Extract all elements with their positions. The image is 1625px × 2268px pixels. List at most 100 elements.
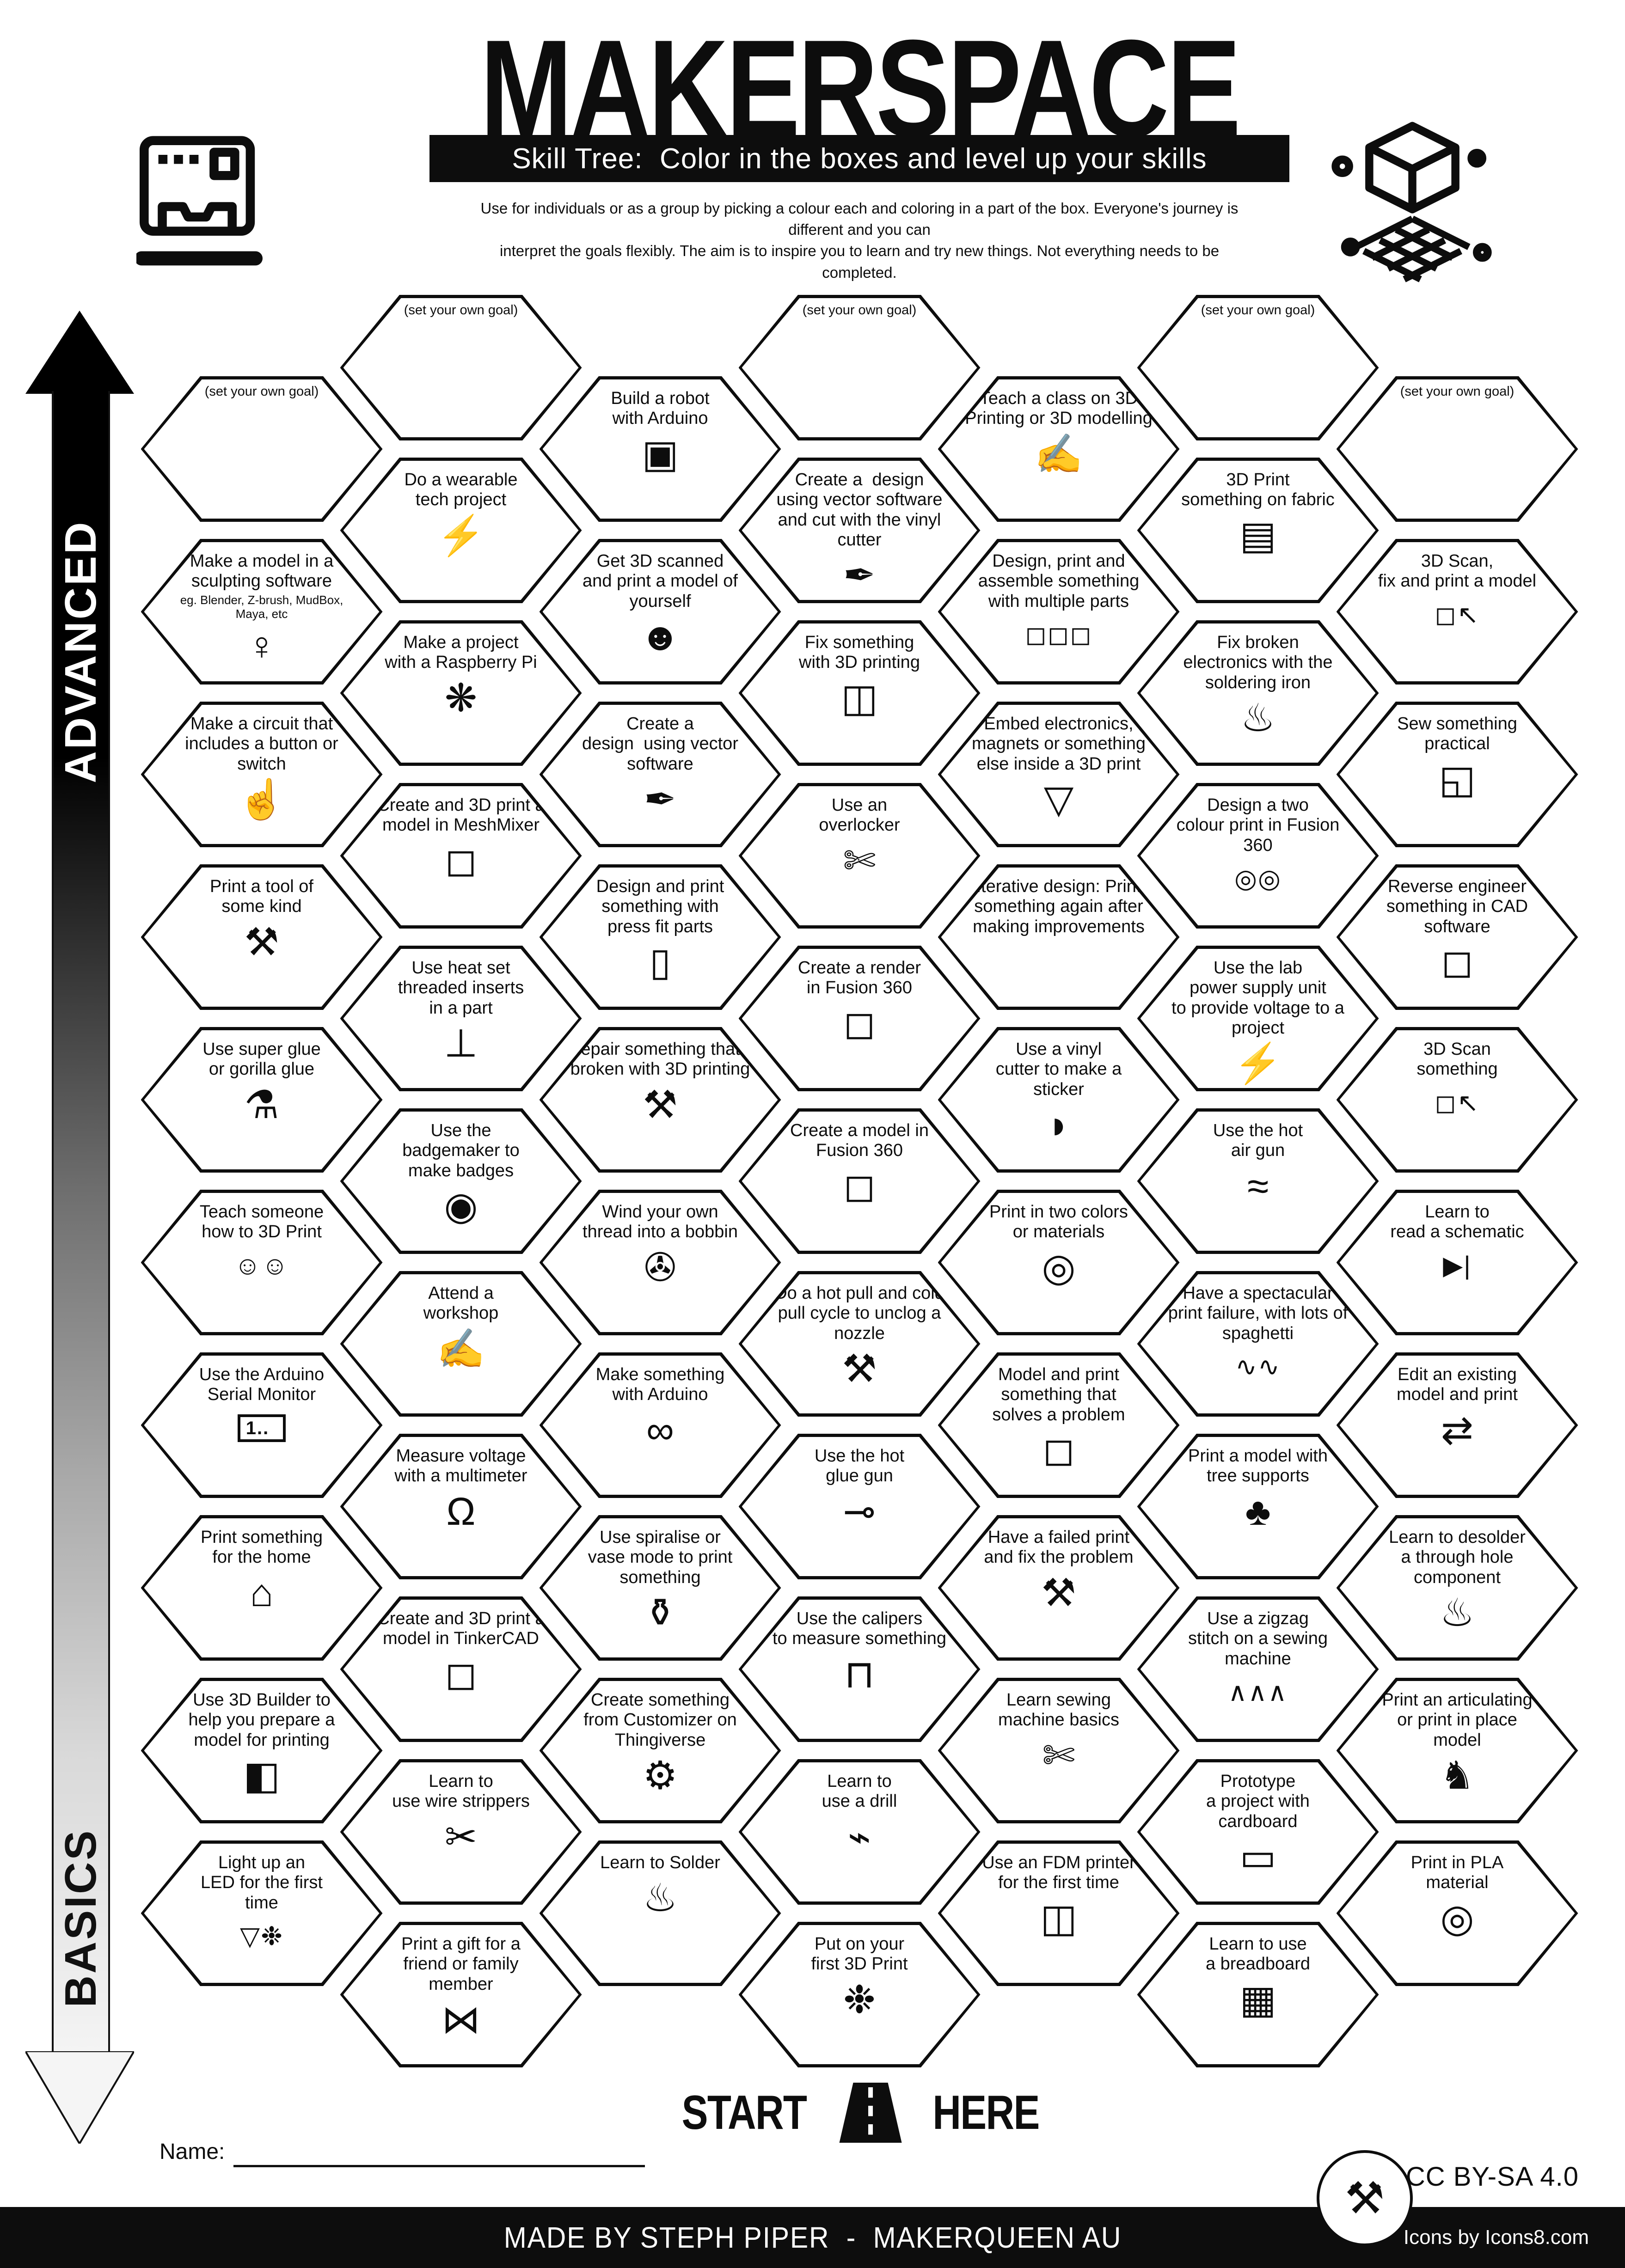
hex-fill — [1339, 1356, 1575, 1495]
hex-label: Teach someone how to 3D Print — [199, 1202, 324, 1242]
hex-cell: Teach someone how to 3D Print ☺☺ — [141, 1190, 383, 1335]
tree-icon: ♣ — [1245, 1489, 1271, 1533]
hex-cell: Learn to read a schematic ▶| — [1336, 1190, 1578, 1335]
hex-fill — [1140, 949, 1376, 1088]
hex-cell: Edit an existing model and print ⇄ — [1336, 1352, 1578, 1498]
hex-cell: Design and print something with press fi… — [539, 864, 781, 1010]
hex-cell: Make something with Arduino ∞ — [539, 1352, 781, 1498]
hex-fill — [941, 542, 1177, 681]
hex-cell: 3D Scan, fix and print a model ◻↖ — [1336, 539, 1578, 685]
swap-arrows-icon: ⇄ — [1441, 1408, 1474, 1452]
hex-fill — [144, 705, 380, 844]
filament-spool-icon: ◎ — [1440, 1896, 1474, 1940]
hot-air-icon: ≈ — [1247, 1164, 1269, 1208]
hex-cell: (set your own goal) — [1336, 376, 1578, 522]
hex-label: Design and print something with press fi… — [596, 877, 724, 936]
hex-fill — [1140, 786, 1376, 925]
hex-fill — [1339, 379, 1575, 519]
hex-cell: 3D Scan something ◻↖ — [1336, 1027, 1578, 1173]
hex-label: Use super glue or gorilla glue — [202, 1039, 321, 1079]
filament-spools-icon: ◎◎ — [1234, 863, 1282, 893]
hex-fill — [1339, 1193, 1575, 1332]
goal-label: (set your own goal) — [1201, 303, 1315, 318]
arrow-up-icon — [25, 311, 134, 394]
hex-cell: Teach a class on 3D Printing or 3D model… — [938, 376, 1180, 522]
robot-icon: ▣ — [642, 432, 679, 476]
gear-icon: ⚙ — [643, 1753, 678, 1797]
here-label: HERE — [932, 2085, 1040, 2140]
screwdriver-wrench-icon: ⚒ — [643, 1082, 678, 1126]
hex-fill — [144, 868, 380, 1007]
hex-cell: 3D Print something on fabric ▤ — [1137, 458, 1379, 603]
hex-fill — [343, 624, 579, 763]
hex-fill — [542, 868, 778, 1007]
hex-cell: Make a circuit that includes a button or… — [141, 702, 383, 847]
hex-fill — [343, 1274, 579, 1413]
hex-label: Design a two colour print in Fusion 360 — [1176, 795, 1340, 855]
hex-cell: Print a tool of some kind ⚒ — [141, 864, 383, 1010]
hex-cell: (set your own goal) — [141, 376, 383, 522]
hex-label: Learn to use a breadboard — [1205, 1934, 1311, 1974]
party-popper-icon: ❉ — [843, 1977, 876, 2021]
hex-cell: Design a two colour print in Fusion 360 ◎… — [1137, 783, 1379, 929]
hex-cell: Use an FDM printer for the first time ◫ — [938, 1840, 1180, 1986]
sticker-icon: ◗ — [1047, 1102, 1071, 1146]
hex-cell: Use an overlocker ✄ — [738, 783, 981, 929]
footer-credit: MADE BY STEPH PIPER - MAKERQUEEN AU — [503, 2221, 1122, 2254]
hex-fill — [941, 1356, 1177, 1495]
glue-gun-icon: ⊸ — [843, 1489, 876, 1533]
hex-fill — [941, 1518, 1177, 1657]
hex-cell: Get 3D scanned and print a model of your… — [539, 539, 781, 685]
hex-cell: Learn to use a drill ⌁ — [738, 1759, 981, 1905]
hex-fill — [941, 1193, 1177, 1332]
subtitle-text: Skill Tree: Color in the boxes and level… — [512, 142, 1207, 175]
hex-fill — [1140, 1274, 1376, 1413]
hex-cell: Learn sewing machine basics ✄ — [938, 1678, 1180, 1823]
hex-label: 3D Scan, fix and print a model — [1378, 551, 1537, 591]
filament-spool-icon: ◎ — [1042, 1245, 1076, 1289]
start-label: START — [681, 2085, 807, 2140]
makerqueen-badge-icon: ⚒ — [1317, 2150, 1413, 2246]
hex-label: Do a wearable tech project — [404, 470, 518, 510]
advanced-label: ADVANCED — [56, 520, 105, 783]
hex-fill — [742, 298, 977, 437]
cylinder-icon: ▯ — [649, 940, 671, 984]
hex-fill — [1140, 1925, 1376, 2064]
hex-cell: Wind your own thread into a bobbin ✇ — [539, 1190, 781, 1335]
hex-cell: Create a model in Fusion 360 ◻ — [738, 1108, 981, 1254]
hex-fill — [343, 1112, 579, 1251]
hex-label: Learn to Solder — [600, 1853, 720, 1872]
subtitle-bar: Skill Tree: Color in the boxes and level… — [429, 135, 1289, 182]
presenter-icon: ✍ — [436, 1327, 485, 1370]
hex-cell: Use a vinyl cutter to make a sticker ◗ — [938, 1027, 1180, 1173]
cube-icon: ◻ — [445, 1652, 477, 1696]
cardboard-icon: ▭ — [1239, 1834, 1276, 1878]
hex-label: Make a circuit that includes a button or… — [185, 714, 338, 774]
hex-fill — [343, 461, 579, 600]
hex-fill — [742, 1762, 977, 1901]
spaghetti-icon: ∿∿ — [1235, 1351, 1281, 1381]
led-icon: ▽ — [1043, 777, 1074, 821]
hex-label: Print an articulating or print in place … — [1382, 1690, 1533, 1750]
hex-label: Wind your own thread into a bobbin — [583, 1202, 738, 1242]
hex-label: Have a failed print and fix the problem — [984, 1528, 1134, 1567]
hex-cell: Learn to desolder a through hole compone… — [1336, 1515, 1578, 1661]
screwdriver-wrench-icon: ⚒ — [244, 920, 279, 964]
hex-label: Repair something that's broken with 3D p… — [568, 1039, 753, 1079]
hex-label: Teach a class on 3D Printing or 3D model… — [965, 389, 1153, 428]
hex-cell: Prototype a project with cardboard ▭ — [1137, 1759, 1379, 1905]
hex-fill — [742, 1274, 977, 1413]
hex-label: Have a spectacular print failure, with l… — [1168, 1284, 1348, 1343]
hex-label: Learn to read a schematic — [1390, 1202, 1524, 1242]
hex-label: Light up an LED for the first time — [201, 1853, 323, 1913]
hex-cell: Print in two colors or materials ◎ — [938, 1190, 1180, 1335]
hex-label: Embed electronics, magnets or something … — [972, 714, 1146, 774]
drill-icon: ⌁ — [847, 1815, 871, 1858]
hex-fill — [1140, 1762, 1376, 1901]
hex-label: Use an FDM printer for the first time — [982, 1853, 1135, 1893]
hex-cell: Iterative design: Print something again … — [938, 864, 1180, 1010]
hex-label: Print in two colors or materials — [989, 1202, 1128, 1242]
hex-cell: Print an articulating or print in place … — [1336, 1678, 1578, 1823]
hex-cell: Create something from Customizer on Thin… — [539, 1678, 781, 1823]
hex-cell: Reverse engineer something in CAD softwa… — [1336, 864, 1578, 1010]
